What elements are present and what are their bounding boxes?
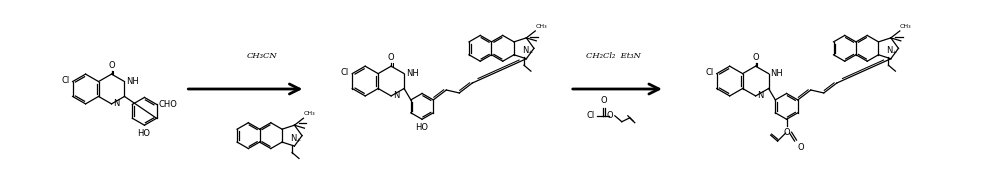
Text: +: + [892, 50, 897, 55]
Text: N: N [522, 46, 528, 55]
Text: N: N [114, 99, 120, 108]
Text: HO: HO [137, 129, 150, 138]
Text: CH₃CN: CH₃CN [247, 52, 278, 60]
Text: NH: NH [406, 69, 419, 78]
Text: Cl: Cl [61, 76, 70, 85]
Text: NH: NH [126, 77, 139, 86]
Text: N: N [886, 46, 893, 55]
Text: N: N [758, 91, 764, 100]
Text: +: + [295, 138, 301, 143]
Text: Cl: Cl [587, 111, 595, 120]
Text: O: O [108, 61, 115, 70]
Text: Cl: Cl [341, 68, 349, 77]
Text: +: + [527, 50, 533, 55]
Text: N: N [393, 91, 400, 100]
Text: O: O [783, 128, 790, 137]
Text: CH₃: CH₃ [535, 24, 547, 29]
Text: O: O [752, 53, 759, 62]
Text: O: O [798, 143, 804, 152]
Text: CHO: CHO [159, 100, 177, 109]
Text: O: O [601, 96, 607, 105]
Text: CH₂Cl₂  Et₃N: CH₂Cl₂ Et₃N [586, 52, 641, 60]
Text: CH₃: CH₃ [303, 111, 315, 116]
Text: NH: NH [771, 69, 783, 78]
Text: O: O [388, 53, 394, 62]
Text: HO: HO [416, 123, 429, 132]
Text: Cl: Cl [705, 68, 714, 77]
Text: N: N [290, 134, 296, 143]
Text: O: O [607, 111, 613, 120]
Text: CH₃: CH₃ [900, 24, 911, 29]
